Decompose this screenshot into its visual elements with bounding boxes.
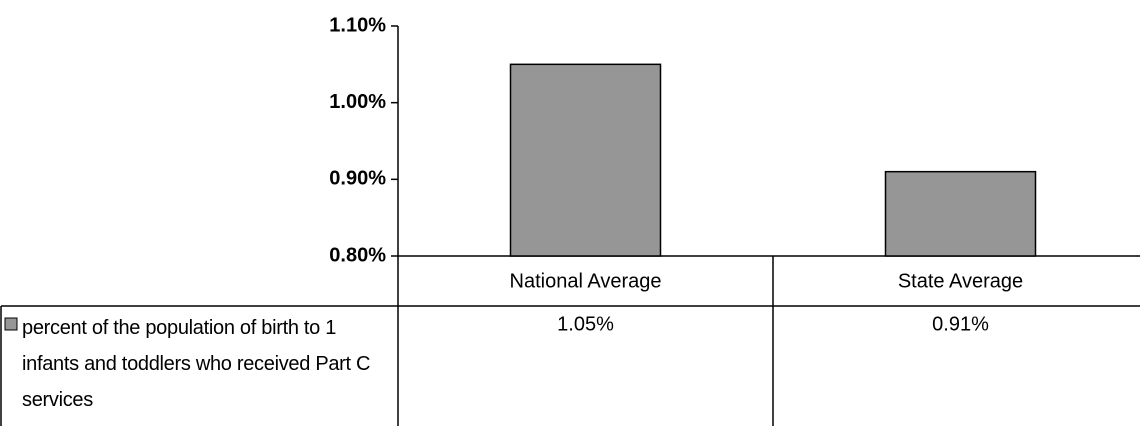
bar: [509, 63, 662, 257]
x-tick-label: National Average: [510, 270, 662, 292]
y-tick-label: 1.10%: [329, 14, 386, 36]
legend-key: [4, 317, 18, 331]
legend-entry: percent of the population of birth to 1 …: [22, 317, 371, 411]
y-tick-label: 1.00%: [329, 91, 386, 113]
y-tick-label: 0.90%: [329, 168, 386, 190]
data-table-value: 1.05%: [557, 313, 614, 335]
x-tick-label: State Average: [898, 270, 1023, 292]
bar: [884, 170, 1037, 257]
data-table-value: 0.91%: [932, 313, 989, 335]
y-tick-label: 0.80%: [329, 244, 386, 266]
